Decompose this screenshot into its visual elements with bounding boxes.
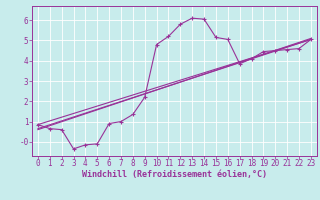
X-axis label: Windchill (Refroidissement éolien,°C): Windchill (Refroidissement éolien,°C) — [82, 170, 267, 179]
